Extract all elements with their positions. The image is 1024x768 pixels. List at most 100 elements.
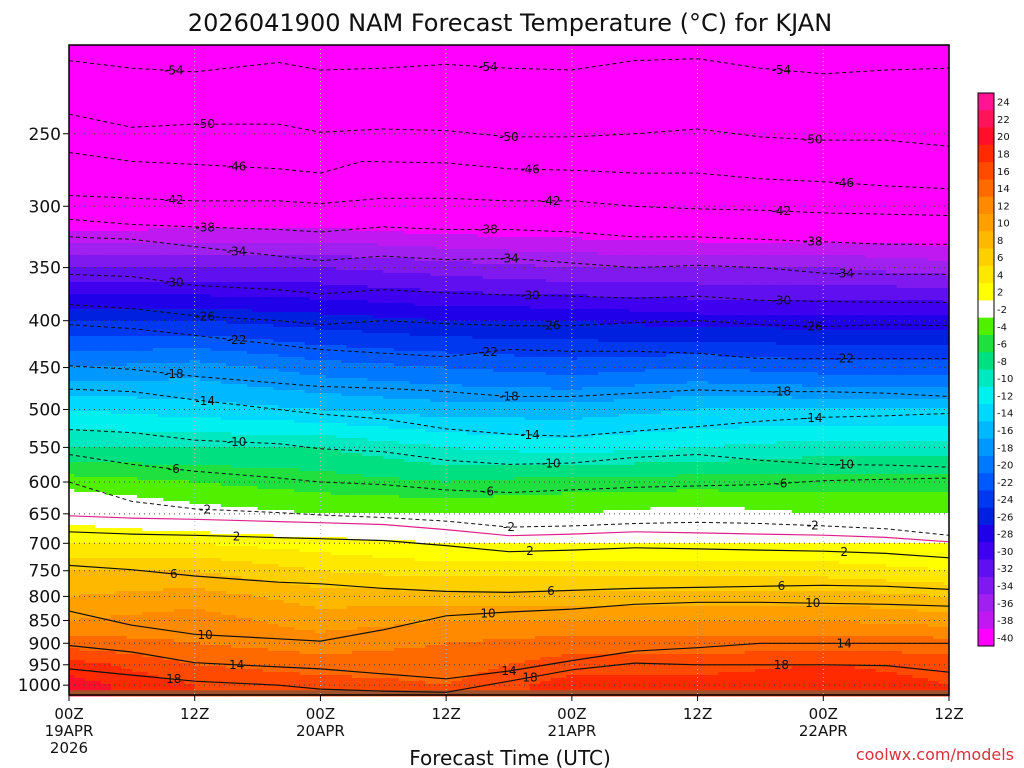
temperature-cell	[89, 666, 96, 670]
temperature-cell	[137, 165, 143, 169]
temperature-cell	[126, 363, 133, 367]
temperature-cell	[84, 513, 91, 517]
temperature-cell	[147, 609, 154, 613]
temperature-cell	[69, 249, 75, 253]
temperature-cell	[179, 288, 185, 292]
temperature-cell	[184, 237, 191, 241]
temperature-cell	[168, 624, 175, 628]
temperature-cell	[126, 681, 133, 685]
temperature-cell	[137, 363, 143, 367]
temperature-cell	[79, 327, 86, 331]
temperature-cell	[116, 435, 122, 439]
temperature-cell	[69, 60, 75, 64]
temperature-cell	[163, 411, 170, 415]
temperature-cell	[131, 525, 138, 529]
temperature-cell	[142, 165, 149, 169]
temperature-cell	[179, 102, 185, 106]
temperature-cell	[100, 555, 107, 559]
temperature-cell	[100, 429, 107, 433]
temperature-cell	[152, 621, 159, 625]
temperature-cell	[142, 252, 149, 256]
temperature-cell	[163, 468, 170, 472]
temperature-cell	[163, 630, 170, 634]
temperature-cell	[116, 561, 122, 565]
temperature-cell	[137, 258, 143, 262]
temperature-cell	[95, 420, 102, 424]
temperature-cell	[168, 180, 175, 184]
temperature-cell	[163, 462, 170, 466]
temperature-cell	[131, 363, 138, 367]
temperature-cell	[137, 396, 143, 400]
temperature-cell	[131, 462, 138, 466]
temperature-cell	[142, 660, 149, 664]
temperature-cell	[168, 114, 175, 118]
temperature-cell	[69, 228, 75, 232]
temperature-cell	[74, 234, 81, 238]
temperature-cell	[158, 627, 164, 631]
temperature-cell	[163, 132, 170, 136]
temperature-cell	[147, 90, 154, 94]
temperature-cell	[163, 321, 170, 325]
temperature-cell	[89, 207, 96, 211]
temperature-cell	[79, 240, 86, 244]
temperature-cell	[168, 672, 175, 676]
temperature-cell	[74, 51, 81, 55]
temperature-cell	[168, 66, 175, 70]
temperature-cell	[137, 81, 143, 85]
temperature-cell	[95, 681, 102, 685]
temperature-cell	[147, 579, 154, 583]
temperature-cell	[95, 552, 102, 556]
temperature-cell	[137, 48, 143, 52]
temperature-cell	[179, 252, 185, 256]
temperature-cell	[142, 273, 149, 277]
temperature-cell	[89, 210, 96, 214]
temperature-cell	[89, 498, 96, 502]
temperature-cell	[142, 180, 149, 184]
temperature-cell	[74, 525, 81, 529]
temperature-cell	[89, 495, 96, 499]
temperature-cell	[95, 231, 102, 235]
temperature-cell	[100, 48, 107, 52]
temperature-cell	[79, 621, 86, 625]
temperature-cell	[179, 135, 185, 139]
temperature-cell	[74, 570, 81, 574]
temperature-cell	[110, 459, 117, 463]
temperature-cell	[100, 597, 107, 601]
temperature-cell	[89, 132, 96, 136]
temperature-cell	[168, 321, 175, 325]
temperature-cell	[137, 78, 143, 82]
temperature-cell	[110, 522, 117, 526]
temperature-cell	[69, 507, 75, 511]
temperature-cell	[84, 171, 91, 175]
temperature-cell	[168, 516, 175, 520]
temperature-cell	[142, 93, 149, 97]
temperature-cell	[168, 192, 175, 196]
temperature-cell	[121, 186, 128, 190]
temperature-cell	[121, 135, 128, 139]
temperature-cell	[179, 663, 185, 667]
temperature-cell	[152, 348, 159, 352]
temperature-cell	[179, 108, 185, 112]
temperature-cell	[184, 258, 191, 262]
temperature-cell	[74, 447, 81, 451]
temperature-cell	[105, 132, 112, 136]
temperature-cell	[179, 168, 185, 172]
temperature-cell	[131, 666, 138, 670]
temperature-cell	[142, 141, 149, 145]
temperature-cell	[116, 657, 122, 661]
temperature-cell	[126, 429, 133, 433]
temperature-cell	[137, 603, 143, 607]
temperature-cell	[89, 216, 96, 220]
temperature-cell	[131, 420, 138, 424]
temperature-cell	[105, 507, 112, 511]
temperature-cell	[131, 558, 138, 562]
temperature-cell	[137, 384, 143, 388]
temperature-cell	[179, 516, 185, 520]
temperature-cell	[163, 522, 170, 526]
temperature-cell	[147, 501, 154, 505]
temperature-cell	[110, 243, 117, 247]
temperature-cell	[163, 138, 170, 142]
temperature-cell	[105, 318, 112, 322]
temperature-cell	[79, 639, 86, 643]
temperature-cell	[79, 594, 86, 598]
